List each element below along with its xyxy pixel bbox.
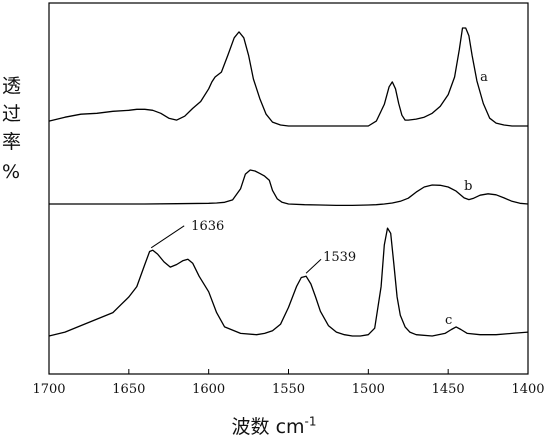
plot-frame: [48, 2, 529, 375]
trace-label-c: c: [445, 313, 452, 328]
x-axis-label-main: 波数: [231, 416, 270, 438]
x-axis-label: 波数 cm-1: [0, 412, 548, 439]
x-tick-label-1700: 1700: [32, 382, 65, 397]
x-tick-label-1400: 1400: [511, 382, 544, 397]
trace-label-b: b: [464, 179, 472, 194]
peak-annotations: 1636 1539: [150, 219, 356, 274]
annotation-leader-1539: [305, 258, 322, 274]
trace-a: [48, 27, 528, 127]
trace-b: [49, 169, 529, 207]
x-axis-ticks: 1700 1650 1600 1550 1500 1450 1400: [32, 369, 545, 397]
x-tick-label-1450: 1450: [432, 382, 465, 397]
trace-labels: a b c: [445, 70, 488, 328]
annotation-label-1539: 1539: [323, 250, 356, 265]
y-axis-label-char-4: %: [2, 161, 21, 183]
x-tick-label-1600: 1600: [192, 382, 225, 397]
x-axis-label-exponent: -1: [304, 414, 317, 429]
x-tick-label-1650: 1650: [112, 382, 145, 397]
annotation-label-1636: 1636: [191, 219, 224, 234]
y-axis-label-char-3: 率: [2, 131, 22, 153]
y-axis-label-char-2: 过: [2, 103, 22, 125]
y-axis-label-char-1: 透: [2, 75, 22, 97]
trace-label-a: a: [480, 70, 488, 85]
x-tick-label-1500: 1500: [352, 382, 385, 397]
spectra-traces: [48, 27, 529, 337]
x-tick-label-1550: 1550: [272, 382, 305, 397]
x-axis-label-unit: cm: [275, 416, 305, 438]
trace-c: [48, 227, 529, 337]
annotation-leader-1636: [150, 225, 185, 249]
